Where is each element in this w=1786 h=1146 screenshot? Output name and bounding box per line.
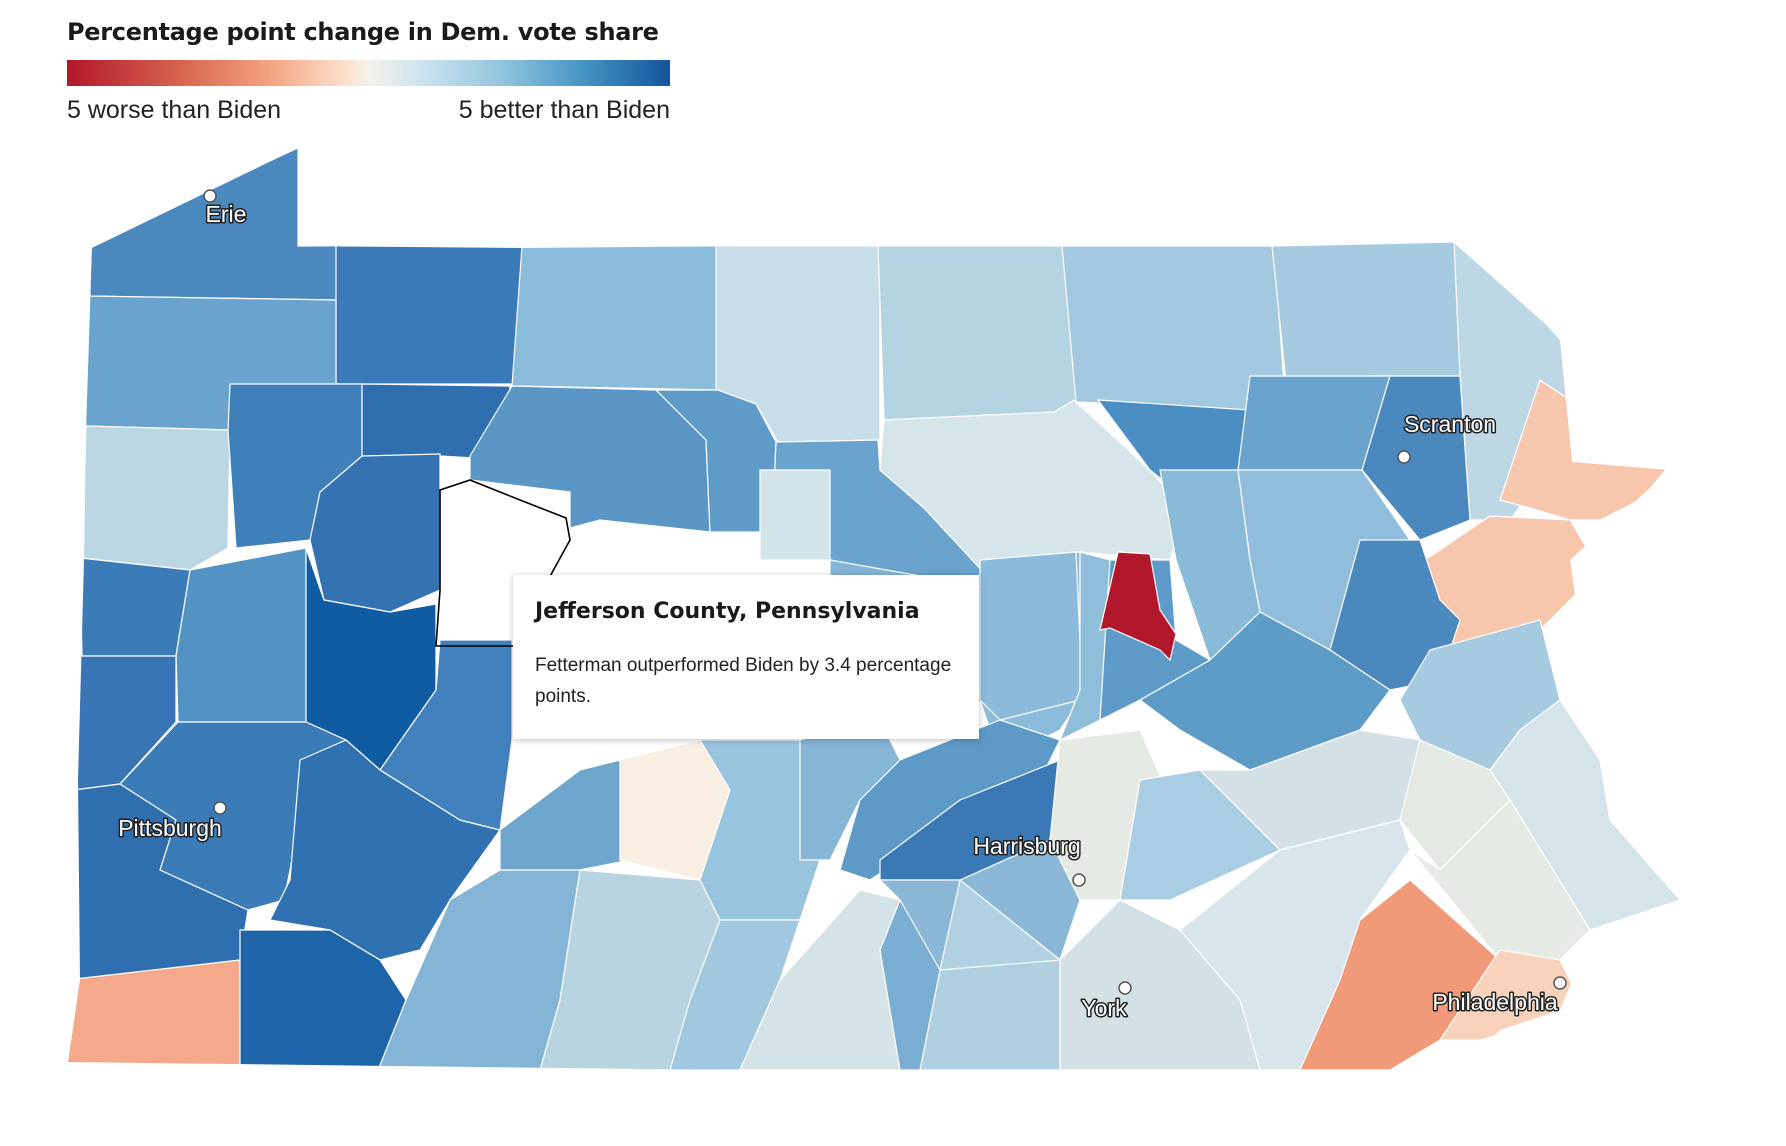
legend-max-label: 5 better than Biden	[458, 96, 670, 124]
city-dot-harrisburg	[1072, 873, 1086, 887]
county[interactable]	[939, 879, 1061, 971]
city-dot-york	[1118, 981, 1132, 995]
legend-title: Percentage point change in Dem. vote sha…	[67, 18, 659, 46]
county[interactable]	[1059, 551, 1111, 741]
county[interactable]	[499, 759, 631, 871]
county-polygons	[68, 148, 1681, 1071]
city-dot-erie	[203, 189, 217, 203]
county-tooltip: Jefferson County, Pennsylvania Fetterman…	[513, 575, 979, 739]
county[interactable]	[309, 453, 441, 613]
city-label-scranton: Scranton	[1404, 411, 1496, 437]
county[interactable]	[1361, 375, 1471, 541]
county[interactable]	[1271, 241, 1461, 383]
county[interactable]	[1299, 879, 1501, 1071]
legend-gradient-bar	[67, 60, 670, 86]
county[interactable]	[1119, 769, 1281, 901]
city-dot-scranton	[1397, 450, 1411, 464]
city-label-philadelphia: Philadelphia	[1432, 989, 1558, 1015]
tooltip-title: Jefferson County, Pennsylvania	[535, 599, 920, 624]
color-legend: Percentage point change in Dem. vote sha…	[67, 18, 670, 124]
tooltip-body: Fetterman outperformed Biden by 3.4 perc…	[535, 655, 952, 707]
county[interactable]	[79, 557, 191, 657]
city-dot-pittsburgh	[213, 801, 227, 815]
city-label-york: York	[1081, 995, 1127, 1021]
city-dot-philadelphia	[1553, 976, 1567, 990]
county[interactable]	[175, 547, 307, 723]
county[interactable]	[877, 245, 1079, 421]
county[interactable]	[979, 551, 1081, 721]
county[interactable]	[759, 469, 831, 561]
city-markers: Erie Scranton Pittsburgh Harrisburg York…	[117, 189, 1567, 1023]
county[interactable]	[879, 899, 941, 1071]
county[interactable]	[335, 245, 526, 385]
city-label-pittsburgh: Pittsburgh	[118, 815, 222, 841]
county[interactable]	[81, 425, 231, 571]
highlighted-red-county[interactable]	[1099, 551, 1177, 662]
county[interactable]	[379, 639, 513, 831]
legend-min-label: 5 worse than Biden	[67, 96, 282, 124]
county[interactable]	[269, 739, 501, 961]
county[interactable]	[511, 245, 719, 391]
city-label-harrisburg: Harrisburg	[973, 833, 1080, 859]
city-label-erie: Erie	[206, 201, 247, 227]
